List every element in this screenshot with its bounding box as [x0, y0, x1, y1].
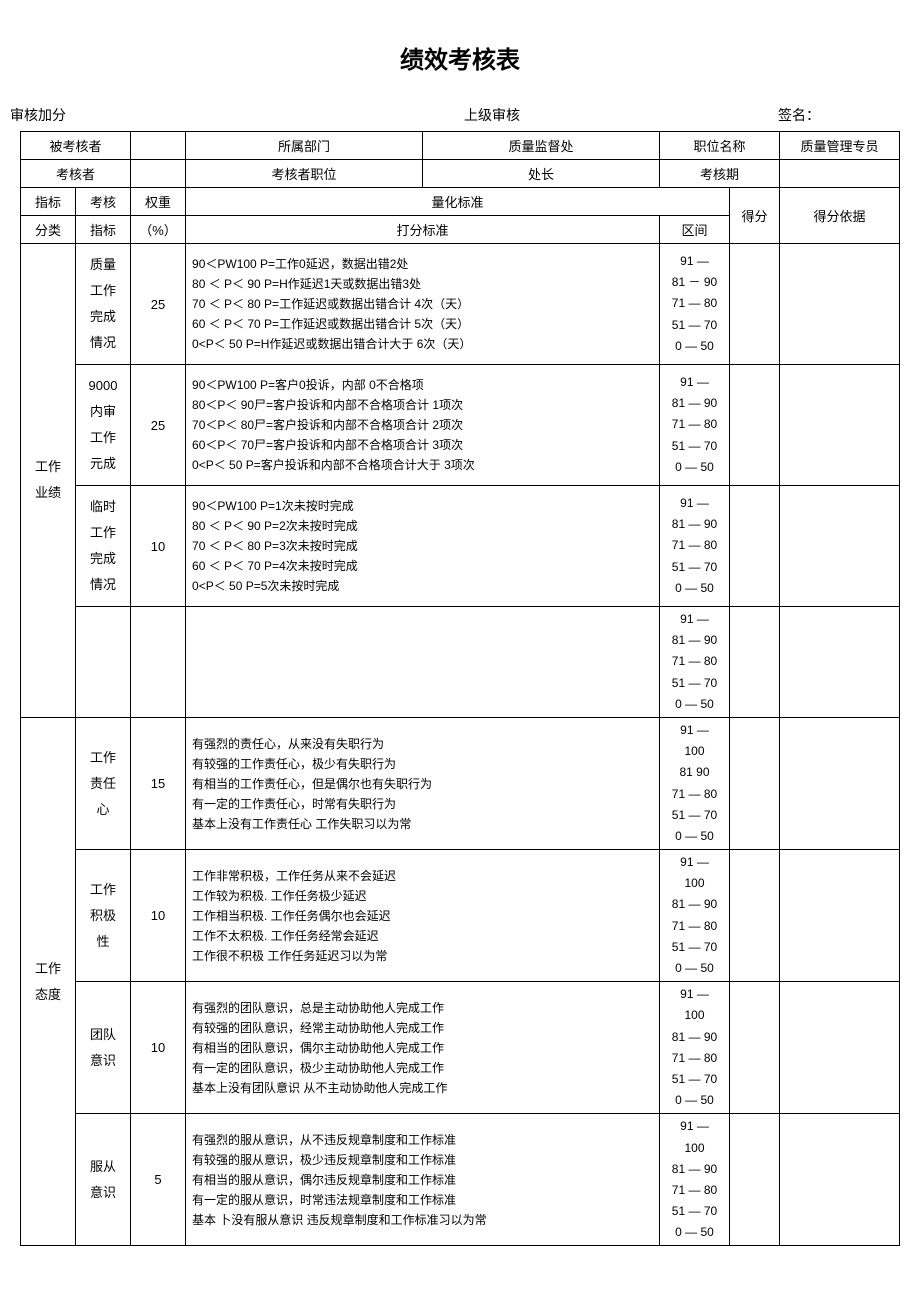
score-0	[729, 244, 779, 365]
std-0: 90＜PW100 P=工作0延迟，数据出错2处80 ＜ P＜ 90 P=H作延迟…	[186, 244, 660, 365]
score-1	[729, 365, 779, 486]
std-6: 有强烈的团队意识，总是主动协助他人完成工作有较强的团队意识，经常主动协助他人完成…	[186, 982, 660, 1114]
wt-2: 10	[131, 486, 186, 607]
th-idx: 考核	[76, 188, 131, 216]
dept-label: 所属部门	[186, 132, 422, 159]
idx-1: 9000 内审 工作 元成	[76, 365, 131, 486]
idx-6: 团队 意识	[76, 982, 131, 1114]
wt-4: 15	[131, 717, 186, 849]
th-rng: 区间	[659, 216, 729, 244]
th-wt: 权重	[131, 188, 186, 216]
basis-0	[780, 244, 900, 365]
std-1: 90＜PW100 P=客户0投诉，内部 0不合格项80＜P＜ 90尸=客户投诉和…	[186, 365, 660, 486]
assessee-label: 被考核者	[21, 132, 131, 160]
rng-2: 91 —81 — 90 71 — 8051 — 700 — 50	[659, 486, 729, 607]
top-left-label: 审核加分	[10, 105, 66, 125]
idx-7: 服从 意识	[76, 1114, 131, 1246]
assessor-label: 考核者	[21, 160, 131, 188]
basis-7	[780, 1114, 900, 1246]
std-3	[186, 607, 660, 718]
th-quant: 量化标准	[186, 188, 730, 216]
wt-3	[131, 607, 186, 718]
idx-2: 临时 工作 完成 情况	[76, 486, 131, 607]
th-basis: 得分依据	[780, 188, 900, 244]
top-mid-label: 上级审核	[464, 105, 520, 125]
wt-0: 25	[131, 244, 186, 365]
th-wt2: （%）	[131, 216, 186, 244]
score-4	[729, 717, 779, 849]
dept-value: 质量监督处	[423, 132, 659, 159]
score-2	[729, 486, 779, 607]
cat-att: 工作 态度	[21, 717, 76, 1246]
score-3	[729, 607, 779, 718]
idx-3	[76, 607, 131, 718]
rng-1: 91 —81 — 90 71 — 8051 — 700 — 50	[659, 365, 729, 486]
wt-5: 10	[131, 850, 186, 982]
assessor-pos-value: 处长	[423, 160, 659, 187]
basis-5	[780, 850, 900, 982]
wt-7: 5	[131, 1114, 186, 1246]
th-cat2: 分类	[21, 216, 76, 244]
th-idx2: 指标	[76, 216, 131, 244]
std-5: 工作非常积极，工作任务从来不会延迟工作较为积极. 工作任务极少延迟 工作相当积极…	[186, 850, 660, 982]
idx-5: 工作 积极 性	[76, 850, 131, 982]
std-2: 90＜PW100 P=1次未按时完成80 ＜ P＜ 90 P=2次未按时完成 7…	[186, 486, 660, 607]
rng-7: 91 —10081 — 90 71 — 8051 — 700 — 50	[659, 1114, 729, 1246]
position-label: 职位名称	[659, 132, 779, 160]
rng-4: 91 —10081 90 71 — 8051 — 700 — 50	[659, 717, 729, 849]
rng-6: 91 —10081 — 90 71 — 8051 — 700 — 50	[659, 982, 729, 1114]
score-6	[729, 982, 779, 1114]
std-4: 有强烈的责任心，从来没有失职行为有较强的工作责任心，极少有失职行为 有相当的工作…	[186, 717, 660, 849]
period-value	[780, 160, 900, 188]
basis-4	[780, 717, 900, 849]
basis-3	[780, 607, 900, 718]
period-label: 考核期	[659, 160, 779, 188]
position-value: 质量管理专员	[780, 132, 900, 160]
top-right-label: 签名：	[778, 105, 820, 125]
cat-perf: 工作 业绩	[21, 244, 76, 718]
rng-5: 91 —10081 — 90 71 — 8051 — 700 — 50	[659, 850, 729, 982]
rng-0: 91 —81 － 90 71 — 8051 — 700 — 50	[659, 244, 729, 365]
assessor-value	[131, 160, 186, 188]
wt-1: 25	[131, 365, 186, 486]
idx-4: 工作 责任 心	[76, 717, 131, 849]
rng-3: 91 —81 — 90 71 — 8051 — 700 — 50	[659, 607, 729, 718]
th-score: 得分	[729, 188, 779, 244]
score-7	[729, 1114, 779, 1246]
assessee-value	[131, 132, 186, 160]
wt-6: 10	[131, 982, 186, 1114]
th-cat: 指标	[21, 188, 76, 216]
th-std: 打分标准	[186, 216, 660, 244]
basis-1	[780, 365, 900, 486]
idx-0: 质量 工作 完成 情况	[76, 244, 131, 365]
basis-6	[780, 982, 900, 1114]
score-5	[729, 850, 779, 982]
page-title: 绩效考核表	[20, 40, 900, 75]
assessor-pos-label: 考核者职位	[186, 160, 422, 187]
std-7: 有强烈的服从意识，从不违反规章制度和工作标准有较强的服从意识，极少违反规章制度和…	[186, 1114, 660, 1246]
basis-2	[780, 486, 900, 607]
appraisal-table: 被考核者 所属部门 质量监督处 职位名称 质量管理专员 考核者 考核者职位 处长…	[20, 131, 900, 1246]
top-header-row: 审核加分 上级审核 签名：	[20, 105, 900, 125]
